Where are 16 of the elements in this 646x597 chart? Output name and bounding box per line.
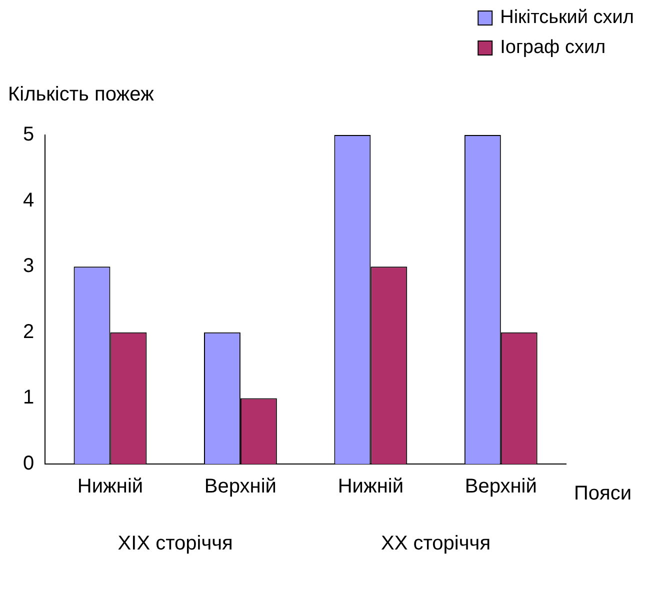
y-tick-label: 2 xyxy=(23,320,34,343)
text: XIX сторіччя xyxy=(118,532,233,555)
legend-label: Іограф схил xyxy=(500,37,606,58)
x-tick-label: Верхній xyxy=(464,476,537,498)
y-tick-label: 3 xyxy=(23,255,34,278)
x-tick-label: Верхній xyxy=(204,476,276,498)
y-axis-title: Кількість пожеж xyxy=(8,84,155,106)
x-axis-title: Пояси xyxy=(574,482,632,505)
y-tick-label: 0 xyxy=(23,452,34,475)
legend-label: Нікітський схил xyxy=(500,7,634,28)
y-tick-label: 5 xyxy=(23,124,34,146)
text: XX сторіччя xyxy=(381,532,491,555)
x-tick-label: Нижній xyxy=(338,476,404,498)
y-tick-label: 4 xyxy=(23,189,34,212)
x-tick-label: Нижній xyxy=(77,476,144,498)
y-tick-label: 1 xyxy=(23,386,34,409)
